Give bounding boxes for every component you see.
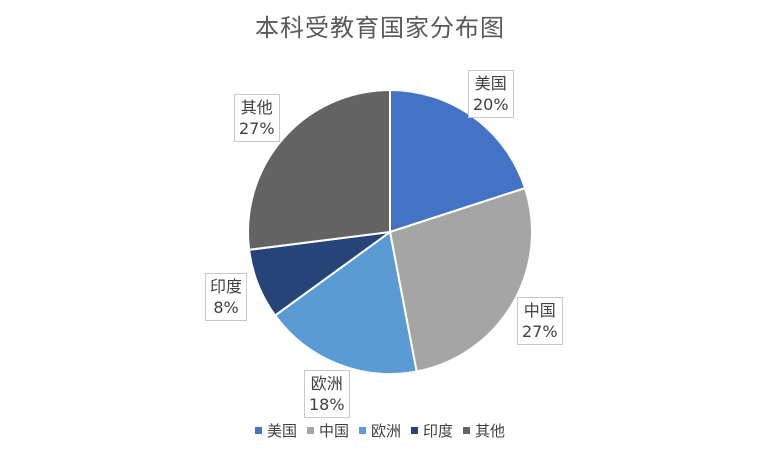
chart-title: 本科受教育国家分布图 [255,14,505,42]
legend-label: 印度 [423,422,454,440]
legend-item-1: 美国 [254,420,297,441]
legend-item-5: 其他 [463,420,505,441]
data-label-category: 印度 [210,277,243,296]
legend-swatch [463,427,471,434]
legend-item-2: 中国 [306,420,349,441]
data-label-value: 18% [309,395,345,414]
legend-swatch [306,427,314,434]
legend-label: 美国 [266,422,297,440]
data-label-value: 8% [213,298,239,317]
data-label-value: 27% [239,119,275,138]
pie-slice-3 [273,230,418,375]
data-label-category: 美国 [474,74,507,93]
legend-item-4: 印度 [411,420,453,441]
chart-legend: 美国 中国 欧洲 印度 其他 [0,420,760,441]
legend-label: 中国 [318,422,349,440]
data-label-3: 欧洲 18% [304,370,350,418]
data-label-category: 其他 [240,98,273,117]
data-label-category: 中国 [523,301,556,320]
legend-label: 其他 [475,422,506,440]
legend-label: 欧洲 [370,422,401,440]
data-label-value: 20% [473,95,509,114]
data-label-4: 印度 8% [205,273,248,321]
legend-swatch [358,427,366,434]
pie-slice-5 [247,88,391,251]
data-label-1: 美国 20% [468,70,514,118]
legend-swatch [411,427,418,434]
pie-slice-2 [388,186,533,373]
legend-item-3: 欧洲 [358,420,401,441]
data-label-2: 中国 27% [517,297,563,345]
data-label-category: 欧洲 [310,374,343,393]
legend-swatch [254,427,262,434]
data-label-value: 27% [522,322,558,341]
data-label-5: 其他 27% [234,94,280,142]
